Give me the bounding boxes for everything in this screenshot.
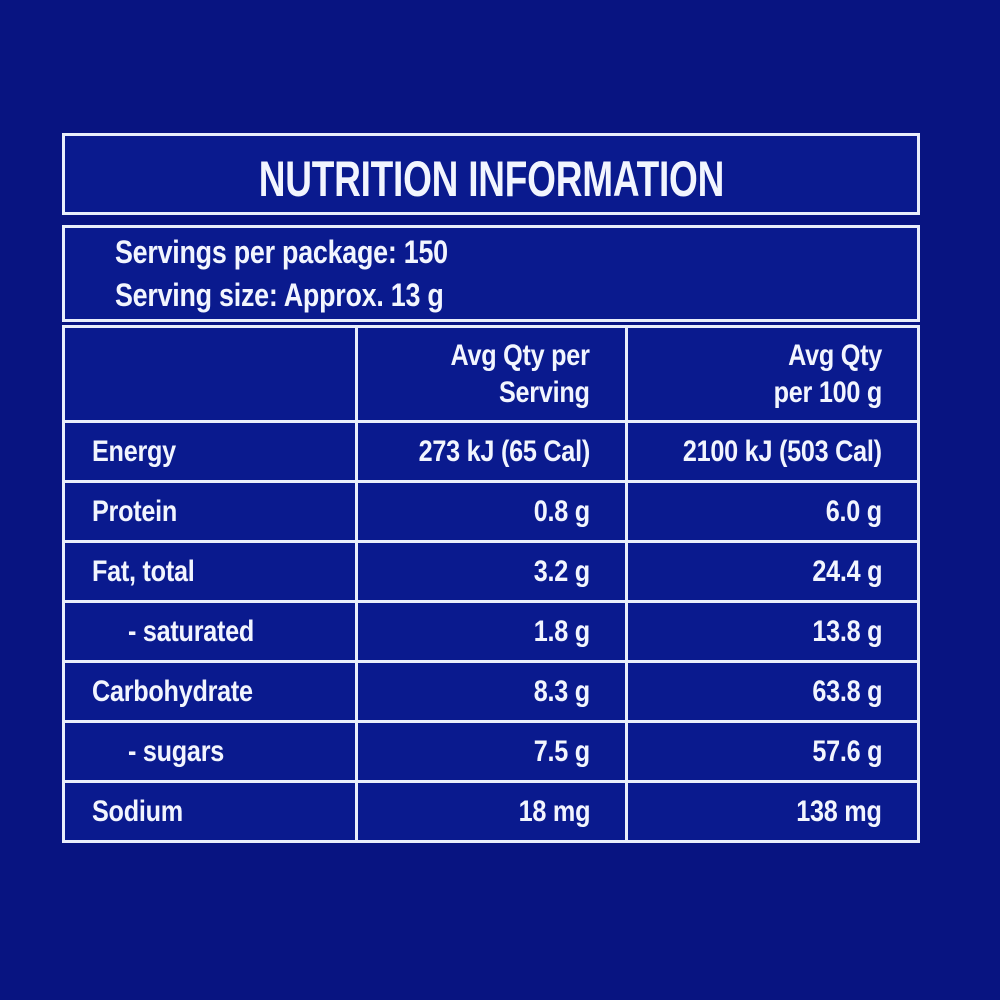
serving-size: Serving size: Approx. 13 g: [115, 276, 444, 313]
per-100g-value: 2100 kJ (503 Cal): [683, 434, 882, 468]
row-label: Protein: [92, 494, 178, 528]
per-100g-value: 138 mg: [796, 794, 883, 828]
per-100g-cell: 24.4 g: [628, 540, 917, 600]
per-serving-value: 273 kJ (65 Cal): [418, 434, 591, 468]
per-serving-cell: 1.8 g: [358, 600, 628, 660]
per-serving-cell: 18 mg: [358, 780, 628, 840]
header-per-100g-line2: per 100 g: [773, 376, 883, 409]
per-100g-cell: 2100 kJ (503 Cal): [628, 420, 917, 480]
title-box: NUTRITION INFORMATION: [62, 133, 920, 215]
servings-per-package-line: Servings per package: 150: [115, 231, 917, 274]
row-label: Sodium: [92, 794, 183, 828]
row-label-cell: - sugars: [65, 720, 358, 780]
row-label-cell: Fat, total: [65, 540, 358, 600]
row-label-cell: Energy: [65, 420, 358, 480]
per-100g-value: 13.8 g: [812, 614, 882, 648]
header-per-serving-line2: Serving: [499, 376, 590, 409]
per-serving-value: 0.8 g: [533, 494, 590, 528]
per-100g-cell: 13.8 g: [628, 600, 917, 660]
nutrition-table: Avg Qty per Serving Avg Qty per 100 g Ener…: [62, 325, 920, 843]
row-label: Fat, total: [92, 554, 195, 588]
servings-per-package: Servings per package: 150: [115, 233, 448, 270]
row-label: - saturated: [128, 614, 255, 648]
per-serving-value: 3.2 g: [533, 554, 590, 588]
header-per-100g: Avg Qty per 100 g: [628, 328, 917, 420]
row-label: Carbohydrate: [92, 674, 253, 708]
header-per-serving-line1: Avg Qty per: [450, 339, 590, 372]
per-100g-value: 24.4 g: [812, 554, 882, 588]
per-serving-value: 8.3 g: [533, 674, 590, 708]
panel-title: NUTRITION INFORMATION: [258, 151, 724, 207]
serving-size-line: Serving size: Approx. 13 g: [115, 274, 917, 317]
per-serving-cell: 0.8 g: [358, 480, 628, 540]
row-label: Energy: [92, 434, 176, 468]
nutrition-panel: NUTRITION INFORMATION Servings per packa…: [62, 133, 920, 843]
serving-info-box: Servings per package: 150 Serving size: …: [62, 225, 920, 322]
per-serving-cell: 3.2 g: [358, 540, 628, 600]
per-100g-cell: 6.0 g: [628, 480, 917, 540]
header-per-100g-line1: Avg Qty: [788, 339, 882, 372]
per-serving-cell: 273 kJ (65 Cal): [358, 420, 628, 480]
row-label-cell: Sodium: [65, 780, 358, 840]
per-serving-cell: 7.5 g: [358, 720, 628, 780]
per-100g-value: 63.8 g: [812, 674, 882, 708]
row-label: - sugars: [128, 734, 225, 768]
header-nutrient-column: [65, 328, 358, 420]
header-per-serving: Avg Qty per Serving: [358, 328, 628, 420]
per-100g-cell: 138 mg: [628, 780, 917, 840]
per-100g-cell: 63.8 g: [628, 660, 917, 720]
per-100g-value: 57.6 g: [812, 734, 882, 768]
per-serving-cell: 8.3 g: [358, 660, 628, 720]
per-serving-value: 1.8 g: [533, 614, 590, 648]
row-label-cell: Carbohydrate: [65, 660, 358, 720]
row-label-cell: - saturated: [65, 600, 358, 660]
per-100g-value: 6.0 g: [825, 494, 882, 528]
per-serving-value: 7.5 g: [533, 734, 590, 768]
per-100g-cell: 57.6 g: [628, 720, 917, 780]
row-label-cell: Protein: [65, 480, 358, 540]
per-serving-value: 18 mg: [518, 794, 590, 828]
